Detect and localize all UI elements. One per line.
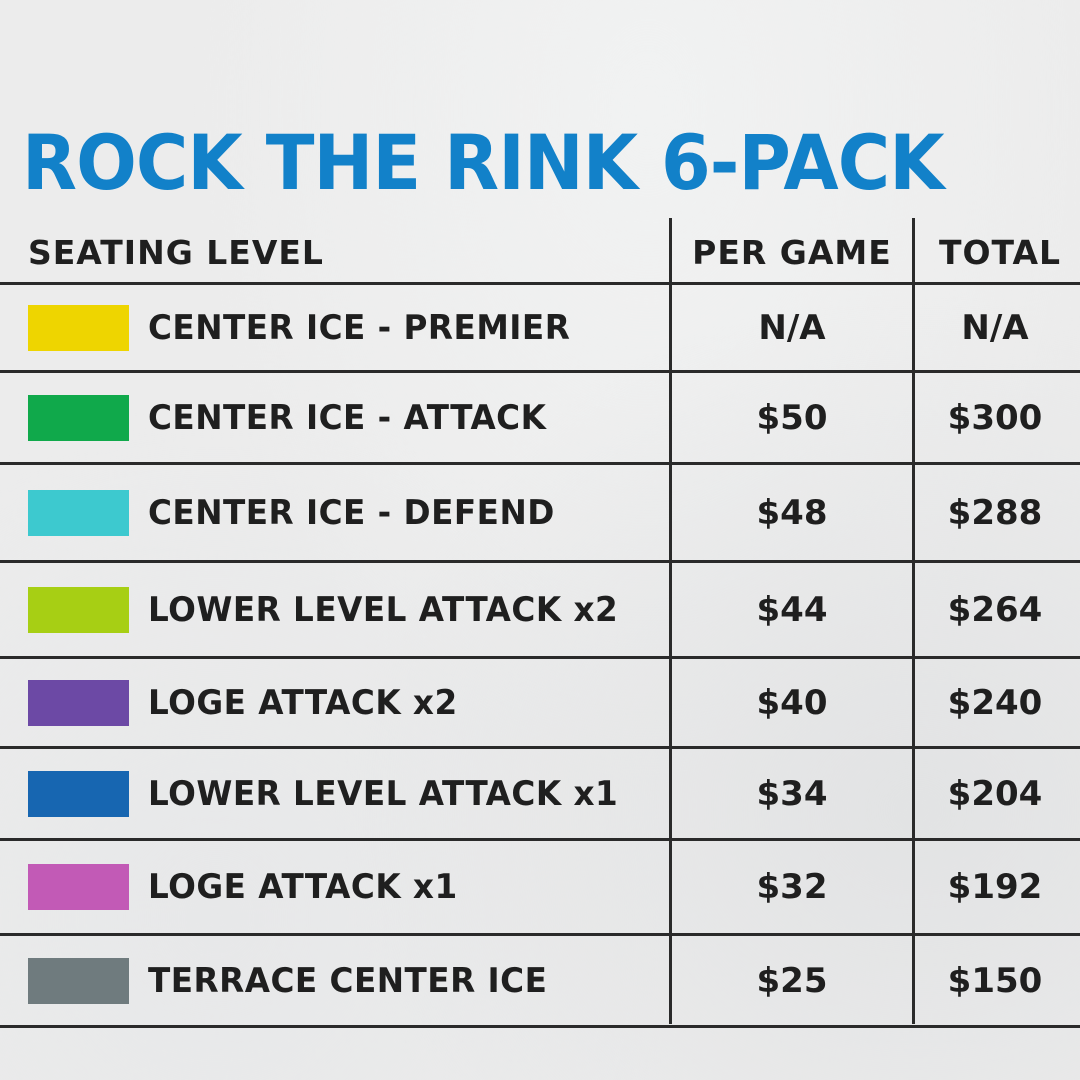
per-game-price: $34 [756,774,828,814]
per-game-price: $44 [756,590,828,630]
color-swatch [28,680,129,726]
per-game-price: $32 [756,867,828,907]
seating-level-label: TERRACE CENTER ICE [148,961,548,1001]
total-price: N/A [961,308,1029,348]
per-game-price: $50 [756,398,828,438]
color-swatch [28,395,129,441]
total-price: $264 [947,590,1043,630]
total-price: $204 [947,774,1043,814]
table-row: TERRACE CENTER ICE $25 $150 [0,936,1080,1028]
seating-level-label: CENTER ICE - PREMIER [148,308,571,348]
column-divider [912,218,915,1024]
total-price: $300 [947,398,1043,438]
color-swatch [28,305,129,351]
total-price: $150 [947,961,1043,1001]
color-swatch [28,587,129,633]
header-seating-level: SEATING LEVEL [28,232,324,272]
per-game-price: $48 [756,493,828,533]
table-row: LOWER LEVEL ATTACK x2 $44 $264 [0,563,1080,659]
per-game-price: N/A [758,308,826,348]
seating-level-label: LOWER LEVEL ATTACK x1 [148,774,619,814]
total-price: $192 [947,867,1043,907]
table-row: CENTER ICE - ATTACK $50 $300 [0,373,1080,465]
table-row: LOGE ATTACK x2 $40 $240 [0,659,1080,749]
color-swatch [28,771,129,817]
seating-level-label: LOGE ATTACK x1 [148,867,458,907]
table-header: SEATING LEVEL PER GAME TOTAL [0,218,1080,285]
table-row: CENTER ICE - PREMIER N/A N/A [0,285,1080,373]
column-divider [669,218,672,1024]
page-title: ROCK THE RINK 6-PACK [22,118,945,207]
table-row: LOWER LEVEL ATTACK x1 $34 $204 [0,749,1080,841]
color-swatch [28,490,129,536]
total-price: $240 [947,683,1043,723]
per-game-price: $40 [756,683,828,723]
seating-level-label: CENTER ICE - ATTACK [148,398,547,438]
header-total: TOTAL [938,232,1062,272]
table-row: LOGE ATTACK x1 $32 $192 [0,841,1080,936]
per-game-price: $25 [756,961,828,1001]
total-price: $288 [947,493,1043,533]
color-swatch [28,864,129,910]
seating-level-label: CENTER ICE - DEFEND [148,493,555,533]
pricing-table: SEATING LEVEL PER GAME TOTAL CENTER ICE … [0,218,1080,1028]
color-swatch [28,958,129,1004]
header-per-game: PER GAME [692,232,892,272]
table-row: CENTER ICE - DEFEND $48 $288 [0,465,1080,563]
seating-level-label: LOGE ATTACK x2 [148,683,458,723]
seating-level-label: LOWER LEVEL ATTACK x2 [148,590,619,630]
